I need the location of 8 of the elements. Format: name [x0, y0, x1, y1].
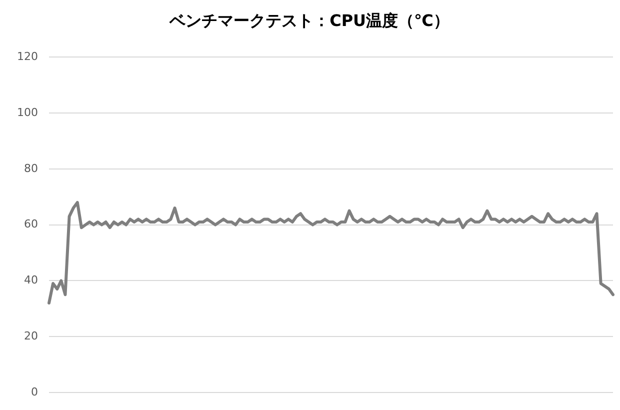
y-tick-label: 40: [24, 274, 38, 287]
y-tick-label: 120: [16, 50, 38, 64]
chart-title: ベンチマークテスト：CPU温度（℃）: [168, 10, 450, 30]
y-tick-label: 0: [30, 385, 38, 398]
y-tick-label: 100: [16, 106, 38, 119]
y-tick-label: 80: [24, 162, 38, 175]
y-tick-label: 60: [24, 218, 38, 231]
y-tick-label: 20: [24, 329, 38, 342]
